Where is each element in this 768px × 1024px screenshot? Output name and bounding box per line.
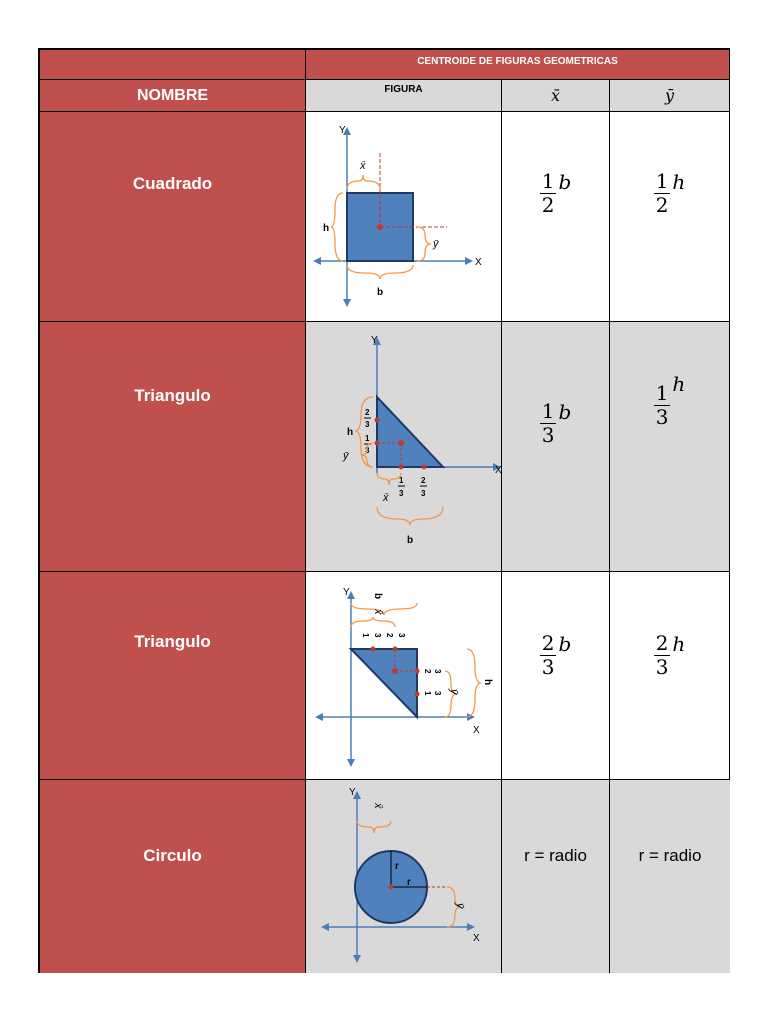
table-title: CENTROIDE DE FIGURAS GEOMETRICAS (306, 50, 730, 80)
svg-text:3: 3 (421, 489, 426, 498)
b-label: b (372, 593, 383, 599)
svg-text:2: 2 (365, 408, 370, 417)
svg-text:3: 3 (365, 420, 370, 429)
x-axis-label: X (495, 465, 501, 476)
h-label: h (482, 679, 493, 685)
column-header-ybar: ȳ (610, 80, 730, 112)
figure-triangle-1: Y X 2 3 1 3 h ȳ 1 3 2 3 (306, 322, 502, 572)
figure-circle: Y X r r x̄ ȳ (306, 780, 502, 973)
ybar-label: ȳ (448, 688, 460, 696)
svg-text:2: 2 (385, 633, 394, 638)
xbar-label: x̄ (359, 160, 366, 172)
y-axis-label: Y (349, 787, 356, 798)
centroid-marker (391, 667, 398, 674)
square-diagram: Y X x̄ h ȳ b (312, 125, 482, 307)
y-axis-label: Y (343, 587, 350, 598)
xbar-circulo: r = radio (502, 780, 610, 973)
xbar-label: x̄ (382, 492, 389, 504)
centroid-table: CENTROIDE DE FIGURAS GEOMETRICAS NOMBRE … (38, 48, 730, 973)
y-axis-label: Y (339, 125, 346, 136)
svg-text:3: 3 (397, 633, 406, 638)
svg-text:3: 3 (373, 633, 382, 638)
triangle-shape (348, 647, 418, 719)
ybar-label: ȳ (342, 450, 350, 462)
header-blank (40, 50, 306, 80)
column-header-figura: FIGURA (306, 80, 502, 112)
triangle-shape (375, 393, 445, 468)
h-label: h (323, 223, 329, 234)
row-name-triangulo-2: Triangulo (40, 572, 306, 780)
figure-square: Y X x̄ h ȳ b (306, 112, 502, 322)
svg-text:1: 1 (361, 633, 370, 638)
svg-text:3: 3 (399, 489, 404, 498)
centroid-marker (376, 223, 383, 230)
centroid-marker (388, 884, 393, 889)
svg-text:3: 3 (433, 691, 442, 696)
circle-diagram: Y X r r x̄ ȳ (320, 787, 480, 963)
ybar-label: ȳ (432, 238, 440, 250)
svg-text:2: 2 (423, 669, 432, 674)
svg-text:1: 1 (423, 691, 432, 696)
x-axis-label: X (473, 933, 480, 944)
xbar-label: x̄ (372, 608, 384, 615)
row-name-cuadrado: Cuadrado (40, 112, 306, 322)
row-name-circulo: Circulo (40, 780, 306, 973)
svg-text:2: 2 (421, 476, 426, 485)
x-axis-label: X (475, 257, 482, 268)
x-axis-label: X (473, 725, 480, 736)
svg-text:3: 3 (433, 669, 442, 674)
row-name-triangulo-1: Triangulo (40, 322, 306, 572)
svg-text:1: 1 (365, 434, 370, 443)
b-label: b (377, 287, 383, 298)
ybar-circulo: r = radio (610, 780, 730, 973)
radius-label: r (395, 861, 399, 872)
xbar-label: x̄ (372, 802, 384, 809)
ybar-label: ȳ (454, 902, 466, 910)
b-label: b (407, 535, 413, 546)
column-header-nombre: NOMBRE (40, 80, 306, 112)
column-header-xbar: x̄ (502, 80, 610, 112)
triangle-1-diagram: Y X 2 3 1 3 h ȳ 1 3 2 3 (342, 335, 501, 546)
svg-text:1: 1 (399, 476, 404, 485)
triangle-2-diagram: Y X b x̄ 1 3 2 3 2 3 1 3 ȳ h (314, 587, 493, 767)
figure-triangle-2: Y X b x̄ 1 3 2 3 2 3 1 3 ȳ h (306, 572, 502, 780)
centroid-marker (397, 439, 404, 446)
h-label: h (347, 427, 353, 438)
y-axis-label: Y (371, 335, 378, 346)
radius-label-2: r (407, 877, 411, 888)
